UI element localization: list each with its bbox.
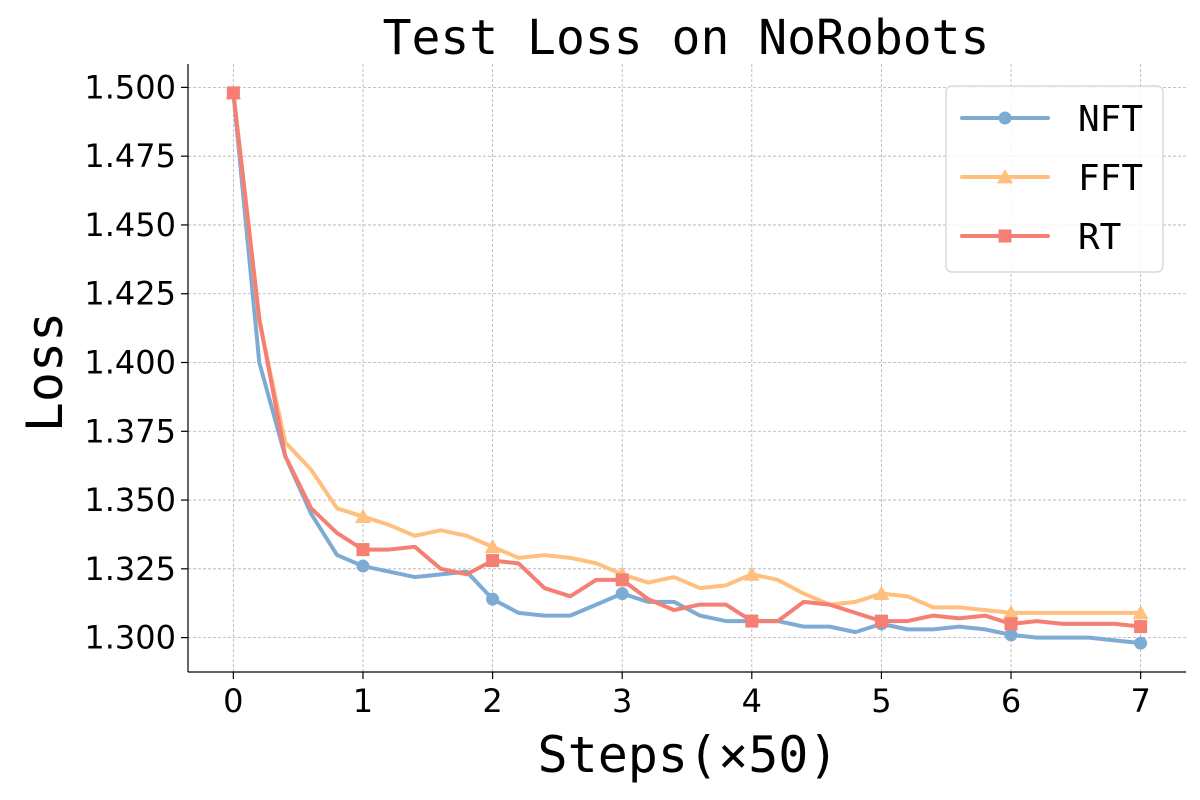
x-tick-label: 2 — [482, 682, 502, 720]
series-line-fft — [231, 90, 1143, 615]
axes — [187, 64, 1186, 673]
x-axis-label: Steps(×50) — [537, 726, 838, 784]
chart-title: Test Loss on NoRobots — [383, 10, 990, 66]
y-tick-label: 1.450 — [84, 206, 176, 244]
x-tick-label: 0 — [223, 682, 243, 720]
legend-frame — [945, 85, 1164, 273]
legend-marker-fft — [997, 169, 1013, 184]
data-point-nft — [356, 559, 370, 573]
legend-item-fft: FFT — [960, 158, 1143, 199]
y-tick-label: 1.300 — [84, 619, 176, 657]
data-point-nft — [1004, 628, 1018, 642]
x-tick-label: 1 — [353, 682, 373, 720]
data-point-rt — [356, 543, 370, 557]
series-layer — [225, 84, 1149, 650]
data-point-rt — [1004, 617, 1018, 631]
x-tick-label: 7 — [1130, 682, 1150, 720]
y-tick-label: 1.350 — [84, 481, 176, 519]
legend-label-fft: FFT — [1078, 158, 1143, 199]
data-point-rt — [226, 86, 240, 100]
legend-item-rt: RT — [960, 217, 1121, 258]
data-point-fft — [354, 508, 371, 523]
legend-item-nft: NFT — [960, 99, 1143, 140]
legend-marker-rt — [998, 229, 1012, 243]
legend-marker-nft — [998, 111, 1012, 125]
legend-label-rt: RT — [1078, 217, 1121, 258]
data-point-fft — [484, 538, 501, 554]
y-axis-label: Loss — [16, 312, 74, 432]
data-point-nft — [486, 592, 500, 606]
data-point-fft — [1003, 604, 1020, 620]
series-line-rt — [231, 90, 1143, 629]
data-point-rt — [1134, 620, 1148, 634]
data-point-fft — [743, 566, 760, 581]
legend: NFT FFT RT — [945, 85, 1164, 273]
x-tick-label: 5 — [871, 682, 891, 720]
x-tick-label: 3 — [612, 682, 632, 720]
y-tick-label: 1.400 — [84, 343, 176, 381]
data-point-rt — [486, 554, 500, 568]
y-tick-label: 1.425 — [84, 275, 176, 313]
data-point-rt — [874, 614, 888, 628]
legend-label-nft: NFT — [1078, 99, 1143, 140]
data-point-rt — [745, 614, 759, 628]
data-point-rt — [615, 573, 629, 587]
y-tick-label: 1.375 — [84, 412, 176, 450]
ticks: 0 1 2 3 4 5 6 7 1.300 1.325 1.350 1.375 1.400 1.425 1.… — [84, 68, 1150, 720]
x-tick-label: 4 — [742, 682, 762, 720]
y-tick-label: 1.500 — [84, 68, 176, 106]
data-point-fft — [873, 585, 890, 600]
series-rt — [226, 86, 1148, 634]
data-point-fft — [1132, 604, 1149, 620]
x-tick-label: 6 — [1001, 682, 1021, 720]
data-point-nft — [1134, 636, 1148, 650]
y-tick-label: 1.475 — [84, 137, 176, 175]
y-tick-label: 1.325 — [84, 550, 176, 588]
data-point-nft — [615, 587, 629, 601]
